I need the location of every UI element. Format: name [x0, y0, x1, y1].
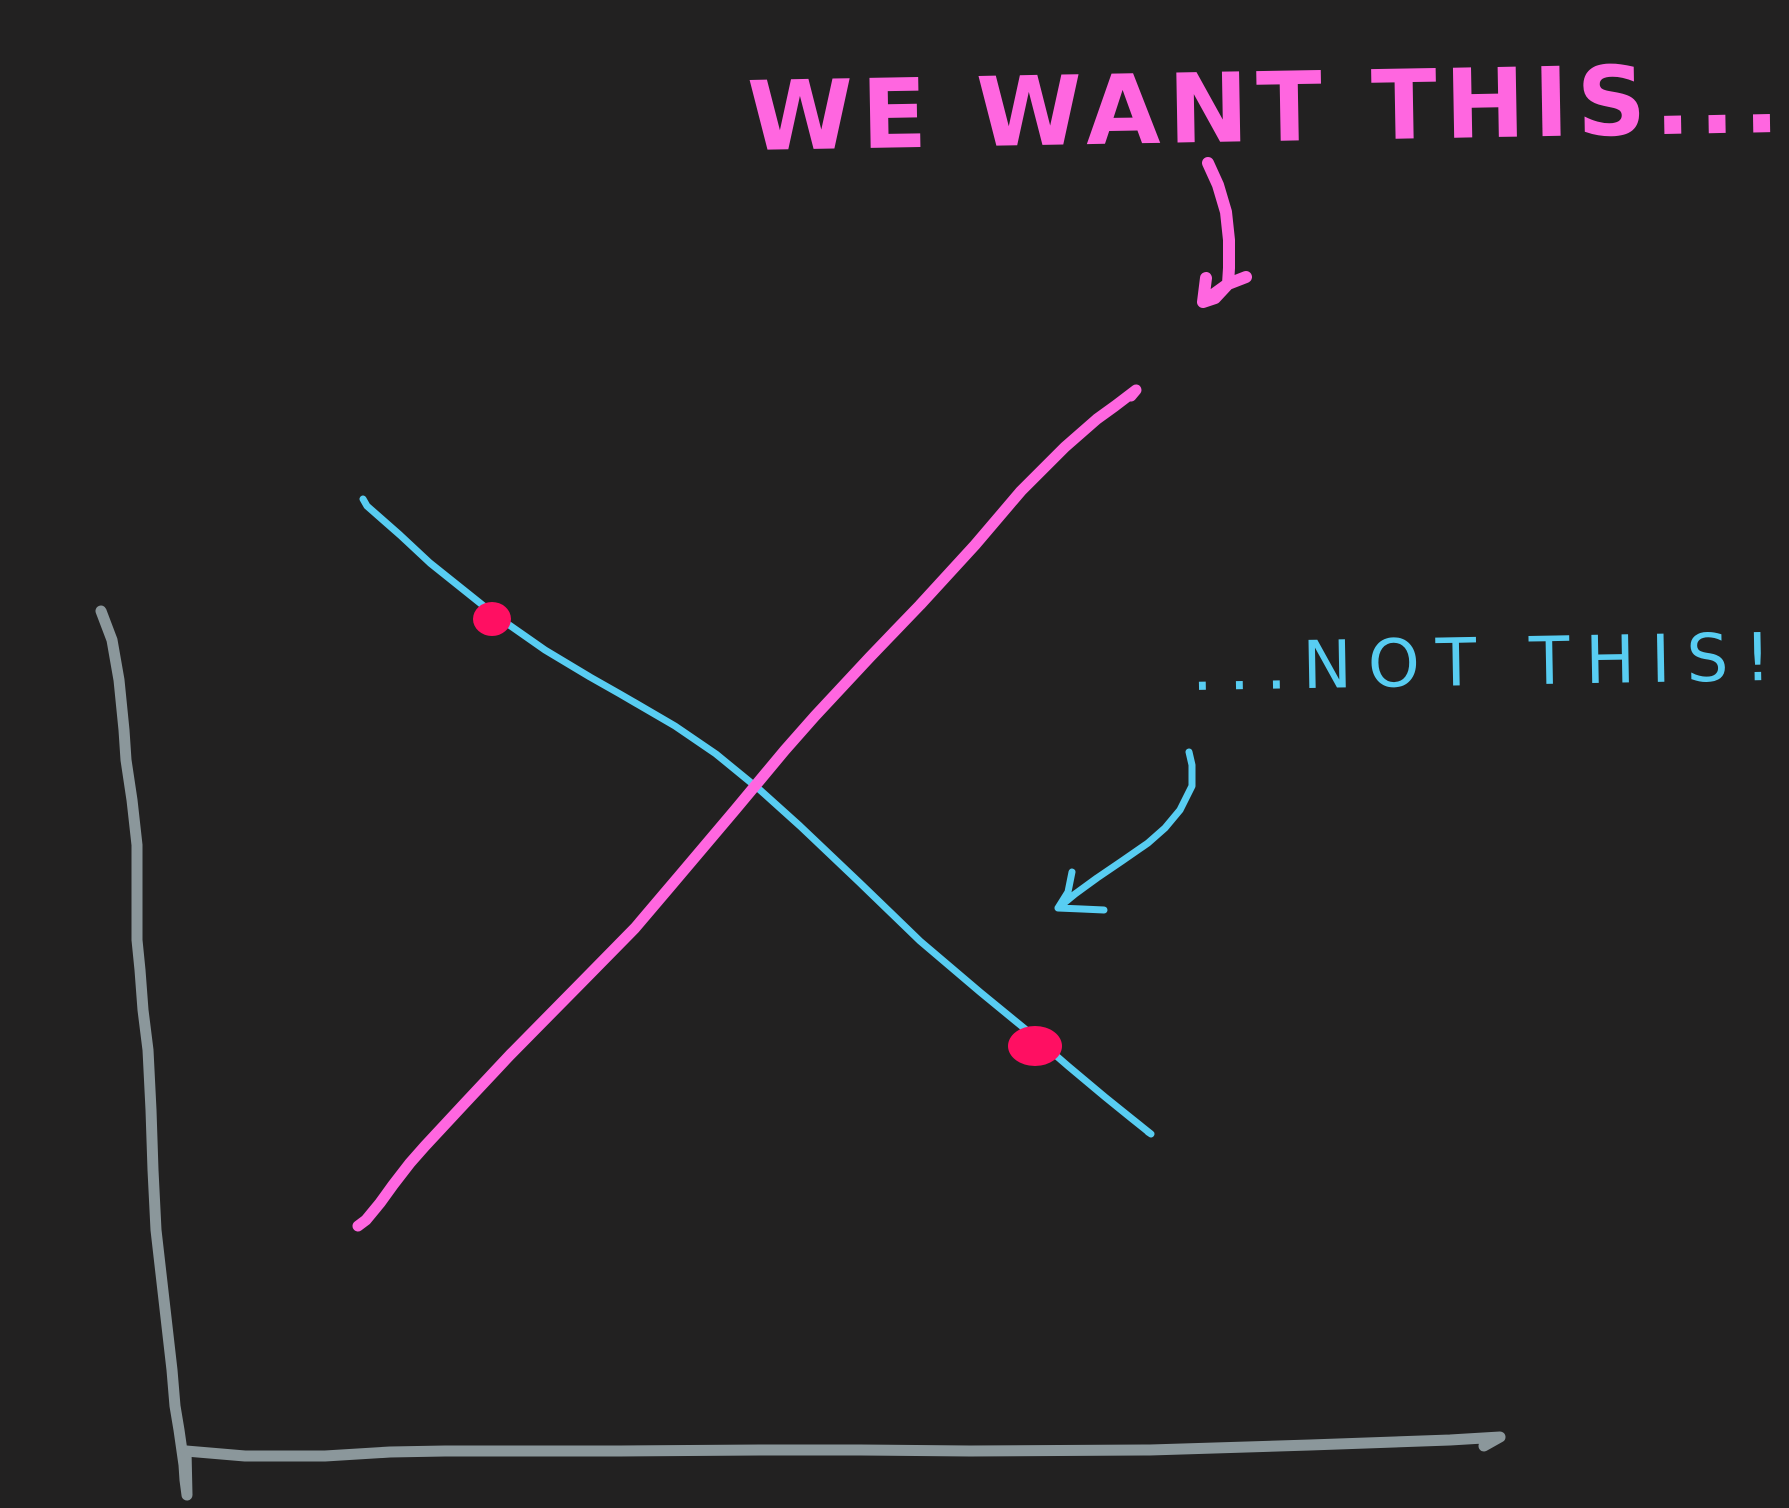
data-dot-upper [473, 602, 511, 636]
annotation-we-want-this: WE WANT THIS... [746, 43, 1788, 173]
data-dot-lower [1008, 1026, 1062, 1066]
annotation-not-this: ...NOT THIS! [1191, 619, 1788, 706]
blue-line [359, 495, 1155, 1138]
blue-arrow-icon [1054, 748, 1196, 914]
x-axis [180, 1431, 1506, 1462]
pink-arrow-icon [1197, 157, 1252, 308]
y-axis [95, 605, 193, 1501]
pink-line [352, 384, 1142, 1232]
